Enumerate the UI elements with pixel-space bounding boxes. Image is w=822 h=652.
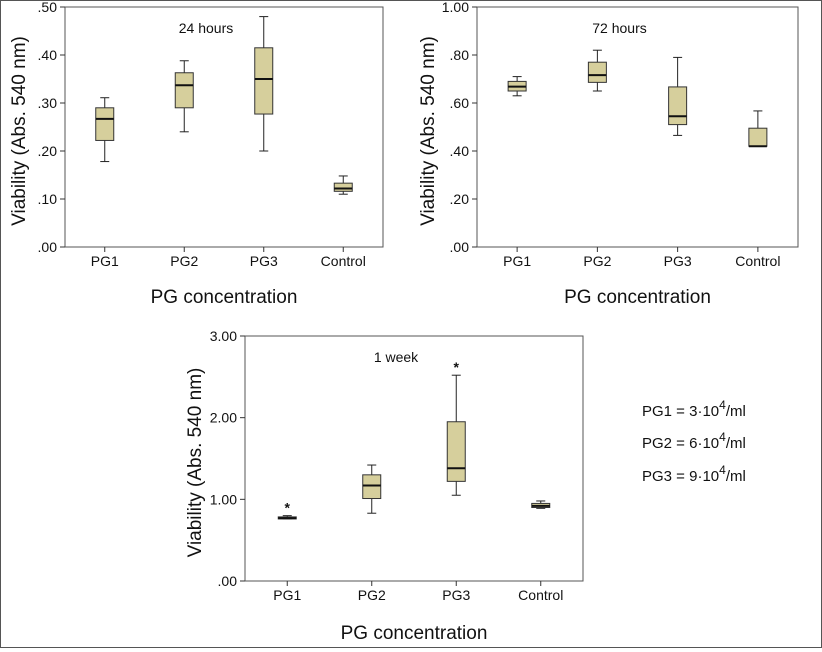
- y-tick-label: 2.00: [210, 410, 237, 426]
- legend-pg1-base: PG1 = 3·10: [642, 403, 719, 420]
- chart-title: 24 hours: [179, 20, 233, 36]
- y-tick-label: .00: [450, 239, 470, 255]
- box-pg2: [174, 60, 194, 133]
- box-pg3: [668, 56, 688, 136]
- chart-title: 1 week: [374, 349, 419, 365]
- legend-pg1: PG1 = 3·104/ml: [642, 398, 746, 420]
- legend-pg1-exponent: 4: [719, 398, 726, 412]
- legend-pg2-exponent: 4: [719, 430, 726, 444]
- y-tick-label: .20: [38, 143, 58, 159]
- box-control: [333, 175, 353, 195]
- box-pg2: [587, 49, 607, 92]
- x-axis-label: PG concentration: [564, 287, 711, 308]
- x-axis-label: PG concentration: [341, 623, 488, 644]
- category-label-control: Control: [518, 587, 563, 603]
- y-tick-label: .50: [38, 1, 58, 15]
- iqr-box: [446, 421, 466, 482]
- y-tick-label: 1.00: [442, 1, 469, 15]
- chart-24-hours: .00 .10 .20 .30 .40 .50 24 hours Viability (Abs…: [9, 0, 384, 308]
- category-label-pg3: PG3: [664, 253, 692, 269]
- y-tick-label: .60: [450, 95, 470, 111]
- category-label-pg1: PG1: [91, 253, 119, 269]
- y-tick-label: .40: [38, 47, 58, 63]
- y-tick-label: 1.00: [210, 491, 237, 507]
- iqr-box: [587, 61, 607, 83]
- y-tick-label: .80: [450, 47, 470, 63]
- category-label-control: Control: [735, 253, 780, 269]
- legend-pg3-base: PG3 = 9·10: [642, 468, 719, 485]
- category-label-pg2: PG2: [170, 253, 198, 269]
- y-tick-label: .00: [38, 239, 58, 255]
- y-tick-label: 3.00: [210, 328, 237, 344]
- iqr-box: [362, 474, 382, 500]
- box-pg2: [362, 464, 382, 514]
- iqr-box: [95, 107, 115, 141]
- box-pg1: [277, 515, 297, 520]
- iqr-box: [668, 86, 688, 126]
- category-label-pg2: PG2: [358, 587, 386, 603]
- box-pg3: [446, 374, 466, 496]
- legend-pg1-unit: /ml: [726, 403, 746, 420]
- iqr-box: [254, 47, 274, 115]
- y-axis-label: Viability (Abs. 540 nm): [185, 368, 206, 558]
- plot-frame: [476, 6, 799, 248]
- iqr-box: [748, 127, 768, 147]
- iqr-box: [174, 72, 194, 109]
- y-tick-label: .10: [38, 191, 58, 207]
- iqr-box: [333, 182, 353, 192]
- y-tick-label: .00: [218, 573, 238, 589]
- category-label-pg1: PG1: [273, 587, 301, 603]
- legend-pg3-exponent: 4: [719, 463, 726, 477]
- plot-frame: [244, 335, 584, 582]
- y-tick-label: .20: [450, 191, 470, 207]
- legend-pg2-unit: /ml: [726, 435, 746, 452]
- box-pg3: [254, 16, 274, 152]
- outlier-marker-pg3: *: [454, 359, 460, 375]
- y-tick-label: .30: [38, 95, 58, 111]
- box-pg1: [95, 97, 115, 163]
- box-control: [748, 110, 768, 148]
- category-label-pg1: PG1: [503, 253, 531, 269]
- box-pg1: [507, 76, 527, 97]
- legend-pg2-base: PG2 = 6·10: [642, 435, 719, 452]
- legend-pg3: PG3 = 9·104/ml: [642, 463, 746, 485]
- chart-1-week: .00 1.00 2.00 3.00 1 week Viability (Abs. 540…: [185, 328, 584, 644]
- category-label-pg3: PG3: [442, 587, 470, 603]
- x-axis-label: PG concentration: [151, 287, 298, 308]
- category-label-pg2: PG2: [583, 253, 611, 269]
- category-label-pg3: PG3: [250, 253, 278, 269]
- plot-frame: [64, 6, 384, 248]
- category-label-control: Control: [321, 253, 366, 269]
- box-control: [531, 500, 551, 509]
- pg-concentration-legend: PG1 = 3·104/ml PG2 = 6·104/ml PG3 = 9·10…: [642, 398, 746, 485]
- y-axis-label: Viability (Abs. 540 nm): [9, 36, 30, 226]
- chart-title: 72 hours: [592, 20, 646, 36]
- legend-pg2: PG2 = 6·104/ml: [642, 430, 746, 452]
- chart-72-hours: .00 .20 .40 .60 .80 1.00 72 hours Viability (Ab…: [418, 0, 799, 308]
- outlier-marker-pg1: *: [285, 500, 291, 516]
- legend-pg3-unit: /ml: [726, 468, 746, 485]
- y-tick-label: .40: [450, 143, 470, 159]
- y-axis-label: Viability (Abs. 540 nm): [418, 36, 439, 226]
